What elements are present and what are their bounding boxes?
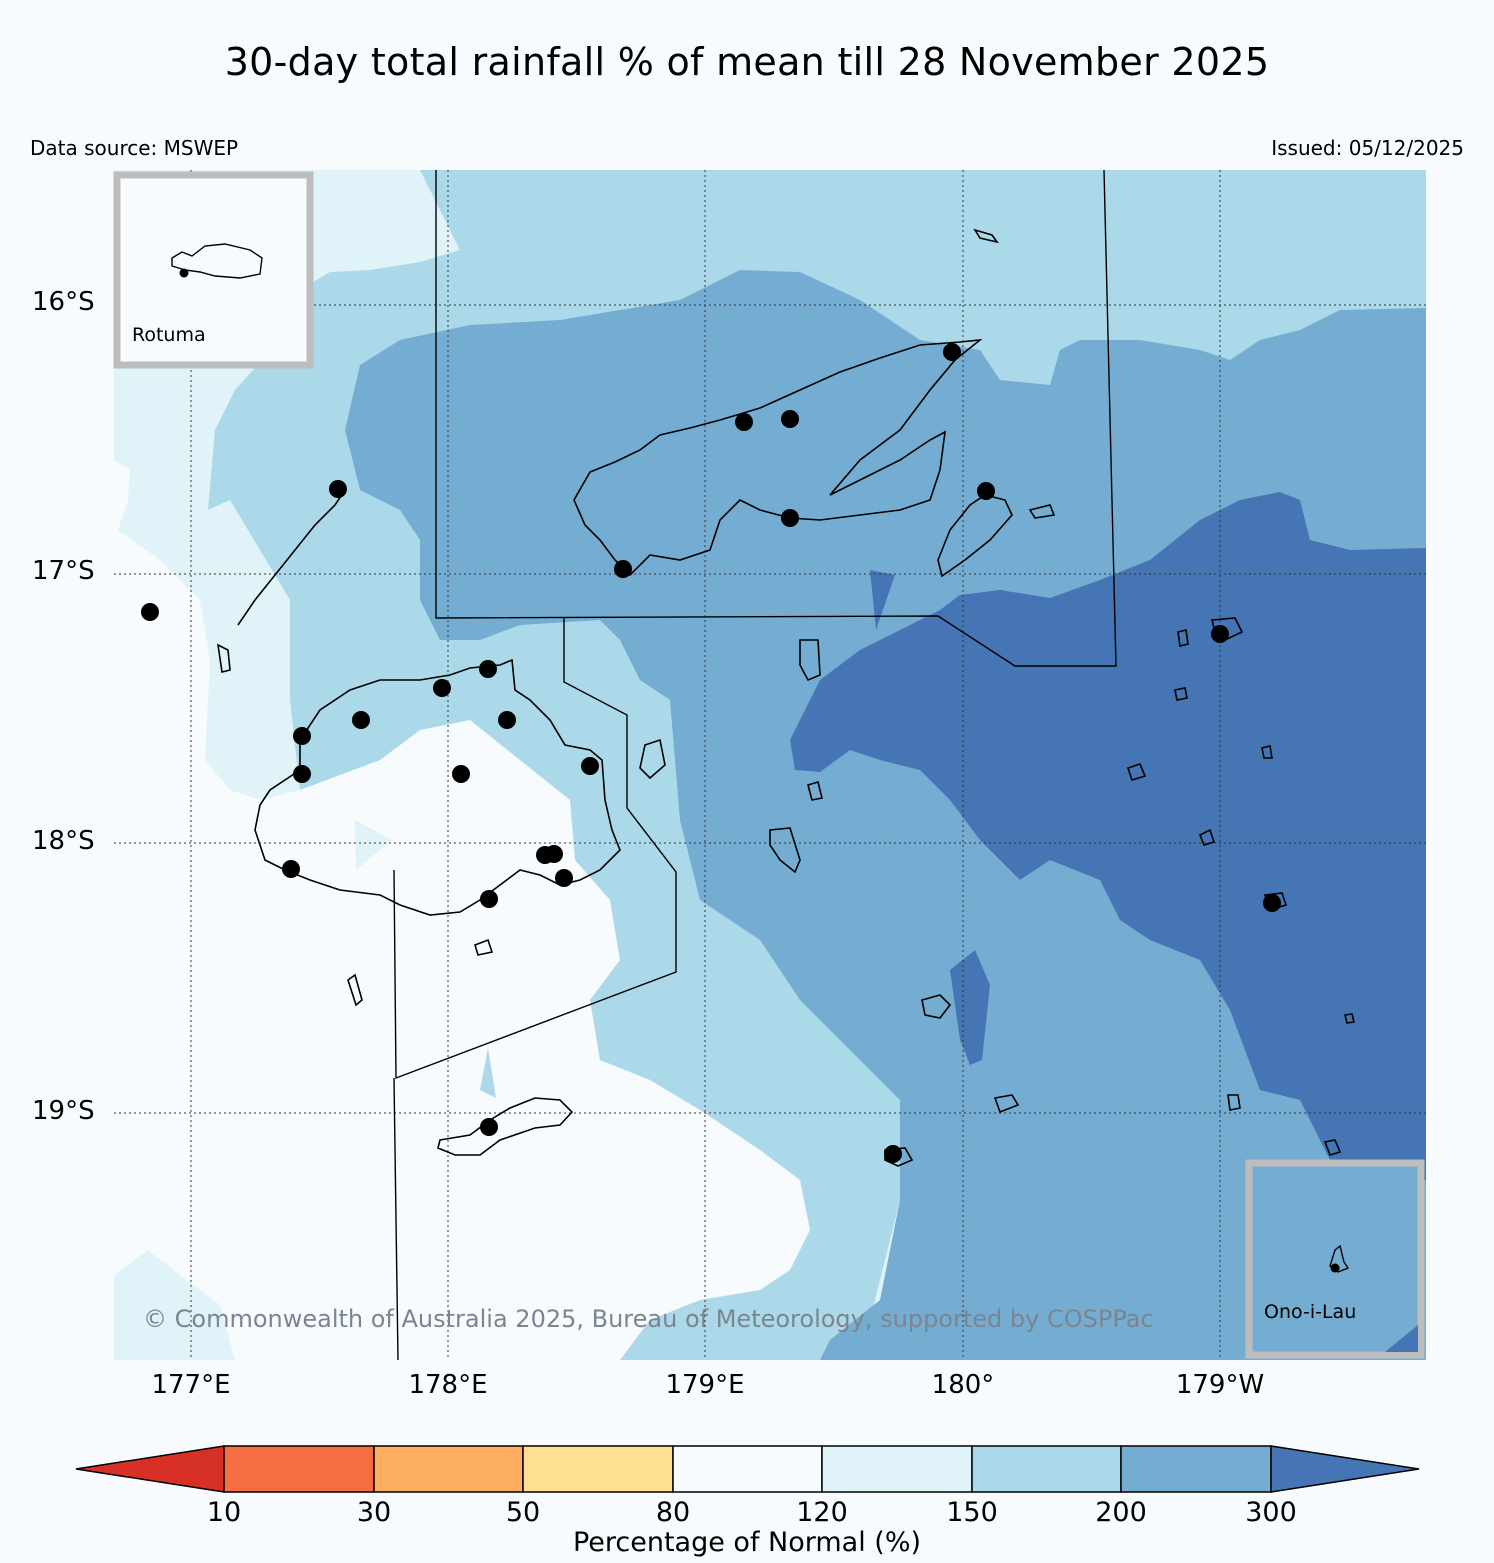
lat-label-19s: 19°S	[32, 1096, 95, 1126]
station-dot	[581, 757, 599, 775]
station-dot	[555, 869, 573, 887]
rotuma-inset	[113, 171, 314, 369]
colorbar-tick: 200	[1095, 1497, 1147, 1528]
lau-islet-2	[1174, 687, 1188, 701]
map-title: 30-day total rainfall % of mean till 28 …	[224, 40, 1270, 84]
station-dot	[479, 660, 497, 678]
station-dot	[781, 410, 799, 428]
stations	[141, 343, 1281, 1163]
colorbar-tick: 30	[356, 1497, 392, 1528]
colorbar-10-30	[223, 1445, 375, 1493]
colorbar-tick: 300	[1245, 1497, 1297, 1528]
station-dot	[141, 603, 159, 621]
naitauba-coast	[1028, 504, 1056, 519]
station-dot	[433, 679, 451, 697]
cikobia-coast	[973, 228, 999, 244]
colorbar-200-300	[1120, 1445, 1272, 1493]
taveuni-coast	[937, 494, 1013, 578]
colorbar-80-120	[672, 1445, 823, 1493]
station-dot	[480, 1118, 498, 1136]
contour-120-150-patch	[355, 820, 392, 870]
station-dot	[293, 727, 311, 745]
gau-coast	[769, 827, 801, 874]
station-dot	[735, 413, 753, 431]
station-dot	[329, 480, 347, 498]
division-boundaries	[393, 170, 1117, 1360]
contour-above-300	[790, 492, 1426, 1200]
ono-i-lau-inset	[1245, 1159, 1425, 1359]
colorbar-below-10	[75, 1445, 225, 1493]
station-dot	[282, 860, 300, 878]
station-dot	[1330, 1263, 1340, 1273]
colorbar-above-300	[1270, 1445, 1420, 1493]
vatulele-coast	[347, 973, 363, 1007]
contour-above-300-patch-1	[950, 950, 990, 1065]
issued-date: Issued: 05/12/2025	[1271, 136, 1464, 160]
contour-200-300	[345, 270, 1426, 1360]
lau-islet-5	[1344, 1013, 1355, 1024]
station-dot	[498, 711, 516, 729]
viti-levu-coast	[254, 658, 621, 916]
contour-120-150-sw	[114, 1250, 235, 1360]
koro-coast	[799, 639, 821, 682]
colorbar-tick: 150	[946, 1497, 998, 1528]
vatoa-coast	[1227, 1094, 1241, 1111]
colorbar-tick: 120	[796, 1497, 848, 1528]
lau-islet-3	[1261, 745, 1273, 759]
lat-label-16s: 16°S	[32, 287, 95, 317]
station-dot	[781, 509, 799, 527]
colorbar-tick: 80	[655, 1497, 691, 1528]
colorbar-150-200	[971, 1445, 1122, 1493]
colorbar-30-50	[373, 1445, 524, 1493]
colorbar-title: Percentage of Normal (%)	[572, 1527, 922, 1558]
ono-i-lau-label: Ono-i-Lau	[1264, 1301, 1357, 1323]
data-source: Data source: MSWEP	[30, 136, 239, 160]
lau-islet-1	[1198, 828, 1216, 846]
ovalau-coast	[639, 738, 666, 780]
ono-coast	[884, 1147, 914, 1167]
station-dot	[884, 1145, 902, 1163]
beqa-coast	[474, 938, 494, 956]
contour-layers	[114, 170, 1426, 1360]
station-dot	[352, 711, 370, 729]
kadavu-coast	[437, 1097, 574, 1156]
rotuma-label: Rotuma	[132, 324, 206, 346]
totoya-coast	[993, 1094, 1020, 1114]
lat-label-17s: 17°S	[32, 556, 95, 586]
lon-label-178e: 178°E	[408, 1370, 488, 1400]
contour-150-200-patch	[480, 1048, 496, 1098]
station-dot	[293, 765, 311, 783]
colorbar-50-80	[522, 1445, 674, 1493]
moala-coast	[921, 994, 952, 1019]
ono-i-lau-island-coast	[1329, 1244, 1350, 1273]
station-dot	[614, 560, 632, 578]
colorbar-120-150	[821, 1445, 973, 1493]
lau-islet-6	[1323, 1139, 1342, 1156]
mamanuca-coast	[216, 643, 231, 673]
lon-label-180: 180°	[931, 1370, 995, 1400]
station-dot	[943, 343, 961, 361]
station-dot	[977, 482, 995, 500]
copyright-credit: © Commonwealth of Australia 2025, Bureau…	[143, 1305, 1154, 1333]
lat-label-18s: 18°S	[32, 826, 95, 856]
station-dot	[480, 890, 498, 908]
station-dot	[179, 268, 189, 278]
yasawa-coast	[237, 489, 346, 626]
station-dot	[452, 765, 470, 783]
lon-label-177e: 177°E	[151, 1370, 231, 1400]
station-dot	[1263, 894, 1281, 912]
contour-above-300-patch-2	[870, 570, 895, 630]
lakeba-coast	[1126, 763, 1147, 781]
colorbar	[75, 1445, 1420, 1493]
lon-label-179e: 179°E	[665, 1370, 745, 1400]
mago-coast	[1177, 629, 1189, 647]
nairai-coast	[807, 780, 823, 801]
station-dot	[1211, 625, 1229, 643]
colorbar-tick: 50	[505, 1497, 541, 1528]
lon-label-179w: 179°W	[1175, 1370, 1265, 1400]
colorbar-tick: 10	[206, 1497, 242, 1528]
station-dot	[545, 845, 563, 863]
